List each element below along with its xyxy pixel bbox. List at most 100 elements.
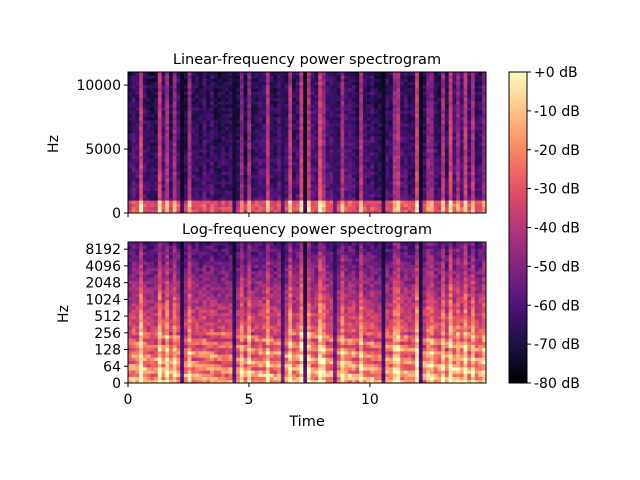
heatmap-cell [430, 81, 435, 86]
heatmap-cell [135, 261, 140, 265]
heatmap-cell [344, 164, 349, 169]
heatmap-cell [157, 370, 162, 374]
heatmap-cell [262, 75, 267, 79]
heatmap-cell [265, 187, 271, 191]
heatmap-cell [411, 177, 416, 182]
heatmap-cell [381, 126, 386, 131]
heatmap-cell [377, 142, 382, 147]
heatmap-cell [377, 136, 382, 140]
heatmap-cell [221, 107, 226, 111]
heatmap-cell [318, 84, 323, 89]
heatmap-cell [292, 158, 297, 163]
heatmap-cell [195, 171, 200, 175]
heatmap-cell [195, 72, 200, 76]
heatmap-cell [396, 91, 401, 95]
heatmap-cell [478, 94, 483, 99]
heatmap-cell [482, 187, 486, 191]
heatmap-cell [340, 97, 345, 102]
heatmap-cell [482, 177, 486, 182]
heatmap-cell [471, 203, 476, 207]
heatmap-cell [187, 379, 192, 383]
heatmap-cell [128, 277, 133, 281]
heatmap-cell [348, 126, 353, 131]
heatmap-cell [355, 142, 360, 147]
heatmap-cell [389, 203, 394, 207]
heatmap-cell [333, 107, 338, 111]
heatmap-cell [128, 363, 133, 368]
heatmap-cell [135, 370, 140, 374]
heatmap-cell [161, 350, 166, 355]
heatmap-cell [172, 180, 177, 185]
heatmap-cell [180, 164, 185, 169]
heatmap-cell [180, 91, 185, 95]
heatmap-cell [340, 94, 345, 99]
heatmap-cell [403, 104, 409, 108]
heatmap-cell [128, 360, 133, 365]
heatmap-cell [176, 209, 181, 213]
heatmap-cell [265, 94, 271, 99]
heatmap-cell [299, 139, 304, 143]
heatmap-cell [131, 190, 136, 195]
heatmap-cell [467, 75, 472, 79]
heatmap-cell [161, 251, 166, 256]
heatmap-cell [441, 110, 446, 115]
heatmap-cell [269, 177, 274, 182]
heatmap-cell [374, 209, 379, 213]
heatmap-cell [456, 161, 461, 166]
heatmap-cell [392, 196, 397, 201]
heatmap-cell [146, 309, 151, 313]
heatmap-cell [295, 193, 300, 198]
heatmap-cell [407, 72, 412, 76]
heatmap-cell [411, 136, 416, 140]
heatmap-cell [403, 171, 409, 175]
heatmap-cell [385, 78, 390, 83]
heatmap-cell [265, 145, 271, 150]
heatmap-cell [437, 84, 442, 89]
heatmap-cell [318, 158, 323, 163]
heatmap-cell [232, 164, 237, 169]
heatmap-cell [265, 209, 271, 213]
heatmap-cell [206, 184, 211, 188]
heatmap-cell [202, 158, 207, 163]
heatmap-cell [224, 88, 230, 92]
heatmap-cell [333, 187, 338, 191]
heatmap-cell [478, 190, 483, 195]
heatmap-cell [418, 206, 424, 211]
heatmap-cell [348, 97, 353, 102]
heatmap-cell [418, 100, 424, 105]
heatmap-cell [154, 302, 159, 307]
heatmap-cell [474, 168, 479, 172]
heatmap-cell [333, 168, 338, 172]
heatmap-cell [463, 196, 468, 201]
heatmap-cell [452, 152, 457, 156]
heatmap-cell [146, 296, 151, 301]
heatmap-cell [224, 200, 230, 204]
heatmap-cell [172, 322, 177, 326]
heatmap-cell [430, 203, 435, 207]
heatmap-cell [377, 164, 382, 169]
heatmap-cell [131, 312, 136, 317]
heatmap-cell [407, 206, 412, 211]
heatmap-cell [183, 315, 189, 320]
heatmap-cell [351, 152, 356, 156]
heatmap-cell [213, 177, 218, 182]
heatmap-cell [180, 338, 185, 342]
heatmap-cell [128, 91, 133, 95]
heatmap-cell [131, 264, 136, 269]
heatmap-cell [251, 78, 256, 83]
heatmap-cell [139, 363, 144, 368]
heatmap-cell [195, 200, 200, 204]
heatmap-cell [142, 120, 148, 124]
heatmap-cell [165, 315, 170, 320]
heatmap-cell [150, 299, 155, 304]
heatmap-cell [348, 88, 353, 92]
heatmap-cell [340, 203, 345, 207]
heatmap-cell [146, 81, 151, 86]
heatmap-cell [165, 168, 170, 172]
heatmap-cell [407, 200, 412, 204]
heatmap-cell [336, 129, 341, 134]
heatmap-cell [295, 126, 300, 131]
heatmap-cell [169, 72, 174, 76]
heatmap-cell [333, 171, 338, 175]
heatmap-cell [239, 123, 245, 127]
